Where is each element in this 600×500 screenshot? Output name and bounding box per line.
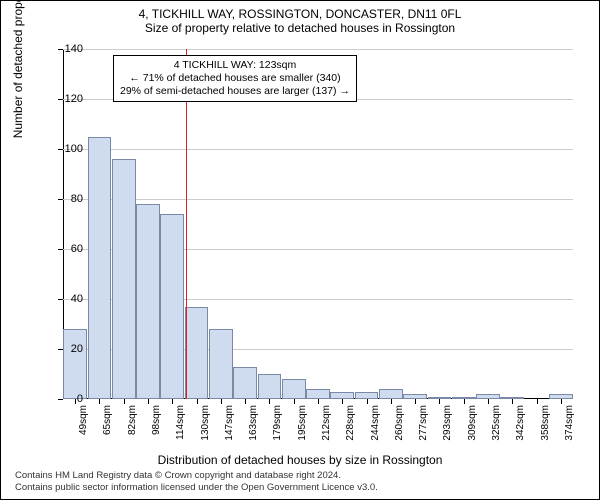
xtick-label: 147sqm	[224, 405, 235, 455]
xtick-mark	[148, 399, 149, 404]
bar	[209, 329, 233, 399]
xtick-label: 179sqm	[272, 405, 283, 455]
bar	[136, 204, 160, 399]
callout-line3: 29% of semi-detached houses are larger (…	[120, 85, 350, 98]
xtick-mark	[342, 399, 343, 404]
bar	[185, 307, 209, 400]
xtick-mark	[221, 399, 222, 404]
xtick-label: 260sqm	[394, 405, 405, 455]
xtick-label: 130sqm	[200, 405, 211, 455]
xtick-mark	[391, 399, 392, 404]
ytick-label: 0	[43, 393, 83, 405]
xtick-label: 374sqm	[564, 405, 575, 455]
bar	[88, 137, 112, 400]
bar	[63, 329, 87, 399]
xtick-label: 98sqm	[151, 405, 162, 455]
xtick-mark	[537, 399, 538, 404]
bar	[306, 389, 330, 399]
ytick-label: 80	[43, 193, 83, 205]
title-block: 4, TICKHILL WAY, ROSSINGTON, DONCASTER, …	[1, 1, 599, 35]
attribution-line1: Contains HM Land Registry data © Crown c…	[15, 470, 378, 481]
xtick-label: 114sqm	[175, 405, 186, 455]
attribution-line2: Contains public sector information licen…	[15, 482, 378, 493]
ytick-label: 60	[43, 243, 83, 255]
xtick-mark	[172, 399, 173, 404]
xtick-label: 277sqm	[418, 405, 429, 455]
plot-region: 49sqm65sqm82sqm98sqm114sqm130sqm147sqm16…	[63, 49, 573, 399]
attribution-text: Contains HM Land Registry data © Crown c…	[15, 470, 378, 493]
y-axis-label: Number of detached properties	[11, 0, 25, 138]
xtick-label: 65sqm	[102, 405, 113, 455]
ytick-label: 40	[43, 293, 83, 305]
ytick-label: 140	[43, 43, 83, 55]
xtick-label: 244sqm	[370, 405, 381, 455]
xtick-mark	[269, 399, 270, 404]
bar	[355, 392, 379, 400]
xtick-mark	[197, 399, 198, 404]
xtick-mark	[464, 399, 465, 404]
ytick-label: 120	[43, 93, 83, 105]
ytick-label: 20	[43, 343, 83, 355]
gridline	[63, 49, 573, 50]
bar	[330, 392, 354, 400]
xtick-mark	[294, 399, 295, 404]
callout-line2: ← 71% of detached houses are smaller (34…	[120, 72, 350, 85]
bar	[282, 379, 306, 399]
xtick-label: 163sqm	[248, 405, 259, 455]
bar	[379, 389, 403, 399]
xtick-mark	[415, 399, 416, 404]
xtick-label: 195sqm	[297, 405, 308, 455]
xtick-mark	[245, 399, 246, 404]
bar	[233, 367, 257, 400]
xtick-mark	[512, 399, 513, 404]
chart-container: 4, TICKHILL WAY, ROSSINGTON, DONCASTER, …	[0, 0, 600, 500]
gridline	[63, 149, 573, 150]
bar	[160, 214, 184, 399]
xtick-mark	[439, 399, 440, 404]
xtick-mark	[318, 399, 319, 404]
ytick-label: 100	[43, 143, 83, 155]
callout-line1: 4 TICKHILL WAY: 123sqm	[120, 59, 350, 72]
bar	[258, 374, 282, 399]
xtick-mark	[367, 399, 368, 404]
xtick-label: 228sqm	[345, 405, 356, 455]
xtick-label: 358sqm	[540, 405, 551, 455]
xtick-label: 325sqm	[491, 405, 502, 455]
gridline	[63, 199, 573, 200]
xtick-mark	[561, 399, 562, 404]
xtick-label: 309sqm	[467, 405, 478, 455]
xtick-label: 49sqm	[78, 405, 89, 455]
title-address: 4, TICKHILL WAY, ROSSINGTON, DONCASTER, …	[1, 7, 599, 21]
xtick-label: 212sqm	[321, 405, 332, 455]
xtick-mark	[99, 399, 100, 404]
xtick-label: 342sqm	[515, 405, 526, 455]
xtick-label: 293sqm	[442, 405, 453, 455]
title-subtitle: Size of property relative to detached ho…	[1, 21, 599, 35]
xtick-label: 82sqm	[127, 405, 138, 455]
xtick-mark	[488, 399, 489, 404]
callout-box: 4 TICKHILL WAY: 123sqm← 71% of detached …	[113, 55, 357, 102]
chart-area: 49sqm65sqm82sqm98sqm114sqm130sqm147sqm16…	[63, 49, 573, 399]
bar	[112, 159, 136, 399]
x-axis-label: Distribution of detached houses by size …	[1, 453, 599, 467]
xtick-mark	[124, 399, 125, 404]
